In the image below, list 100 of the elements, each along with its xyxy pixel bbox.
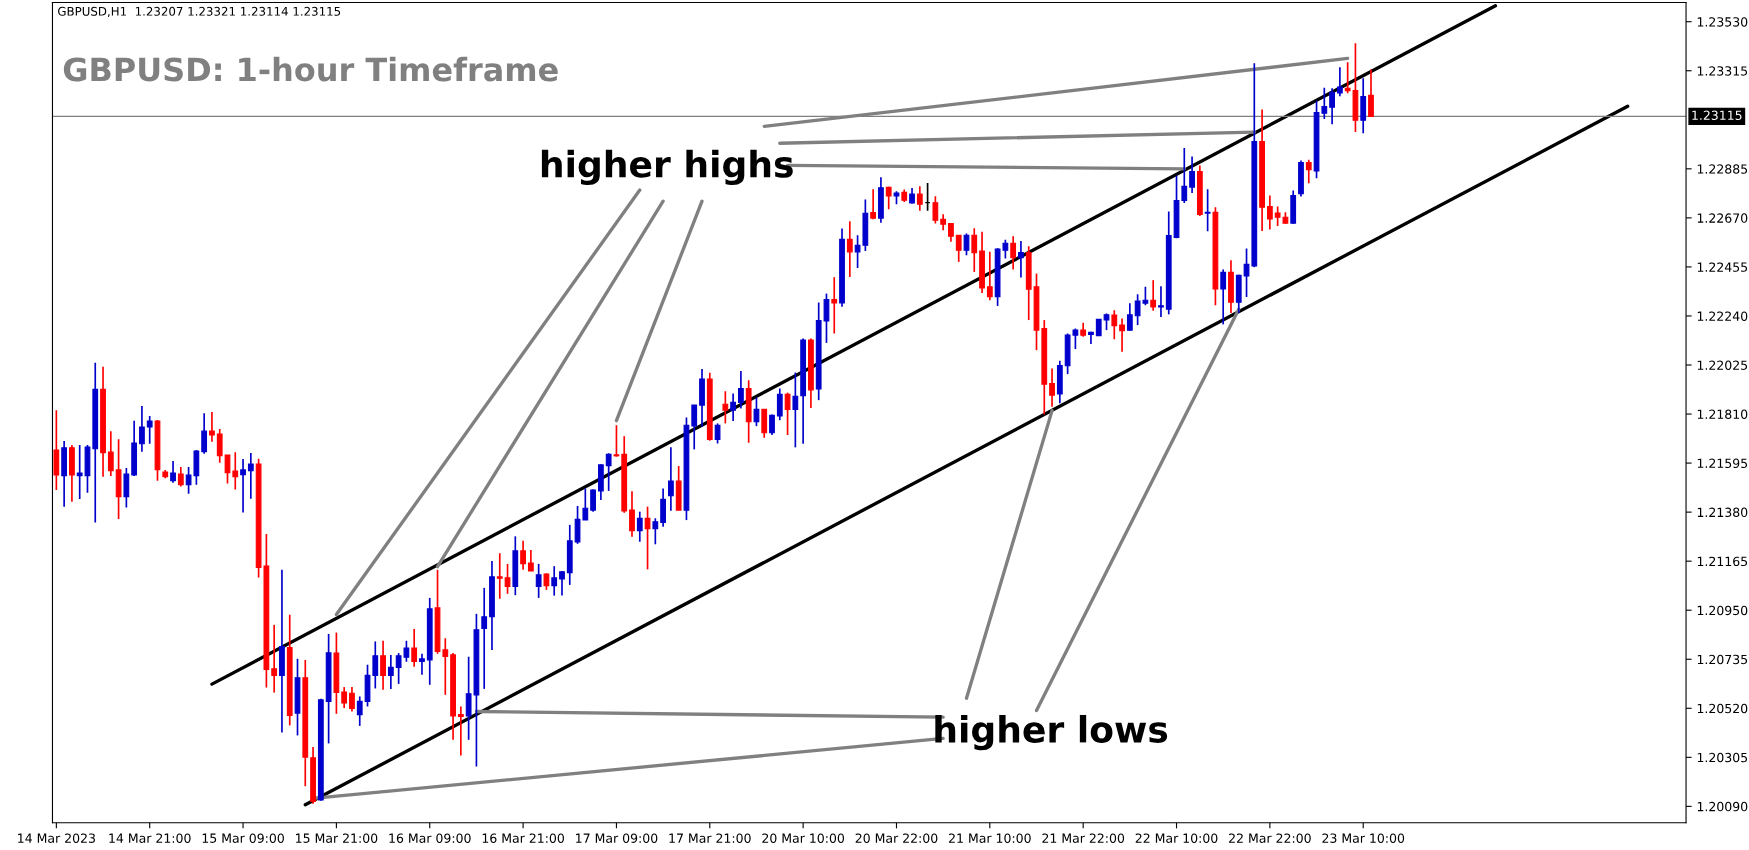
y-tick-label: 1.22240	[1697, 311, 1748, 321]
annotation: higher highs	[541, 149, 793, 186]
candlestick	[232, 451, 239, 491]
candlestick	[380, 639, 386, 691]
y-tick-label: 1.20735	[1697, 654, 1748, 665]
candlestick	[636, 510, 643, 543]
candlestick	[1018, 240, 1024, 279]
candlestick	[1158, 285, 1164, 318]
x-tick-label: 21 Mar 22:00	[1042, 833, 1125, 843]
candlestick	[831, 276, 838, 335]
candlestick	[846, 220, 853, 278]
ref-line-label: 1.23115	[1692, 110, 1742, 120]
x-tick-label: 22 Mar 10:00	[1135, 833, 1218, 843]
x-tick-label: 15 Mar 21:00	[296, 833, 378, 843]
y-tick-label: 1.22455	[1697, 262, 1748, 272]
y-tick-label: 1.22670	[1697, 213, 1748, 223]
candlestick	[1126, 302, 1133, 332]
x-tick-label: 17 Mar 21:00	[669, 833, 751, 843]
candlestick	[644, 505, 651, 571]
candlestick	[247, 452, 254, 500]
candlestick	[387, 654, 394, 690]
candlestick	[123, 467, 130, 509]
candlestick	[714, 422, 721, 445]
candlestick	[730, 392, 737, 422]
y-tick-label: 1.21810	[1697, 409, 1748, 419]
candlestick	[691, 404, 698, 451]
candlestick	[916, 185, 923, 212]
x-tick-label: 16 Mar 09:00	[389, 833, 471, 843]
candlestick	[107, 430, 114, 477]
candlestick	[1305, 158, 1312, 185]
candlestick	[146, 415, 153, 445]
candlestick	[209, 411, 215, 443]
candlestick	[419, 652, 425, 676]
candlestick	[629, 490, 635, 538]
candlestick	[932, 195, 939, 225]
candlestick	[986, 251, 993, 302]
candlestick	[738, 370, 744, 410]
candlestick	[504, 563, 511, 595]
y-tick-label: 1.20950	[1697, 605, 1748, 616]
candlestick	[870, 188, 877, 221]
candlestick	[201, 412, 208, 455]
candlestick	[481, 587, 488, 690]
candlestick	[955, 234, 962, 263]
y-tick-label: 1.23530	[1697, 17, 1748, 27]
candlestick	[1368, 68, 1374, 118]
candlestick	[1329, 87, 1335, 125]
x-tick-label: 21 Mar 10:00	[949, 833, 1031, 843]
candlestick	[652, 517, 659, 546]
annotation: higher lows	[935, 714, 1168, 751]
candlestick	[1150, 279, 1157, 312]
y-tick-label: 1.20090	[1697, 801, 1748, 812]
candlestick	[457, 705, 464, 757]
x-tick-label: 22 Mar 22:00	[1229, 833, 1311, 843]
candlestick	[496, 552, 503, 600]
candlestick	[1266, 194, 1273, 231]
candlestick	[660, 487, 667, 528]
candlestick	[590, 488, 596, 513]
text: GBPUSD: 1-hour Timeframe	[63, 56, 558, 82]
candlestick	[1119, 317, 1125, 353]
y-tick-label: 1.21165	[1697, 556, 1748, 567]
candlestick	[1111, 309, 1118, 341]
candlestick	[240, 458, 246, 514]
candlestick	[784, 391, 791, 436]
candlestick	[356, 695, 363, 727]
candlestick	[520, 540, 526, 571]
y-tick-label: 1.22025	[1697, 360, 1748, 370]
candlestick	[1336, 66, 1343, 98]
candlestick	[559, 570, 565, 597]
x-tick-label: 14 Mar 21:00	[109, 833, 191, 843]
candlestick	[776, 387, 783, 422]
x-tick-label: 14 Mar 2023	[18, 833, 95, 843]
candlestick	[722, 390, 729, 425]
candlestick	[948, 222, 954, 243]
candlestick	[613, 424, 620, 458]
candlestick	[271, 623, 278, 694]
candlestick	[349, 686, 355, 713]
candlestick	[605, 452, 612, 492]
candlestick	[1049, 367, 1055, 408]
candlestick	[1360, 77, 1367, 135]
chart-subtitle: GBPUSD,H1 1.23207 1.23321 1.23114 1.23115	[58, 6, 341, 17]
y-tick-label: 1.21380	[1697, 507, 1748, 518]
x-tick-label: 15 Mar 09:00	[202, 833, 284, 843]
candlestick	[1204, 188, 1211, 233]
candlestick	[216, 428, 223, 464]
y-tick-label: 1.22885	[1697, 164, 1748, 174]
candlestick	[551, 565, 558, 597]
candlestick	[761, 408, 768, 439]
candlestick	[411, 628, 418, 668]
x-tick-label: 20 Mar 22:00	[855, 833, 938, 843]
x-tick-label: 17 Mar 09:00	[576, 833, 658, 843]
candlestick	[1220, 268, 1227, 326]
candlestick	[792, 371, 799, 449]
x-tick-label: 16 Mar 21:00	[482, 833, 564, 843]
candlestick	[668, 446, 674, 512]
x-tick-label: 23 Mar 10:00	[1322, 833, 1405, 843]
y-tick-label: 1.20305	[1697, 752, 1748, 763]
candlestick	[527, 549, 534, 572]
candlestick	[769, 413, 775, 436]
candlestick	[535, 563, 542, 599]
candlestick	[971, 227, 978, 273]
